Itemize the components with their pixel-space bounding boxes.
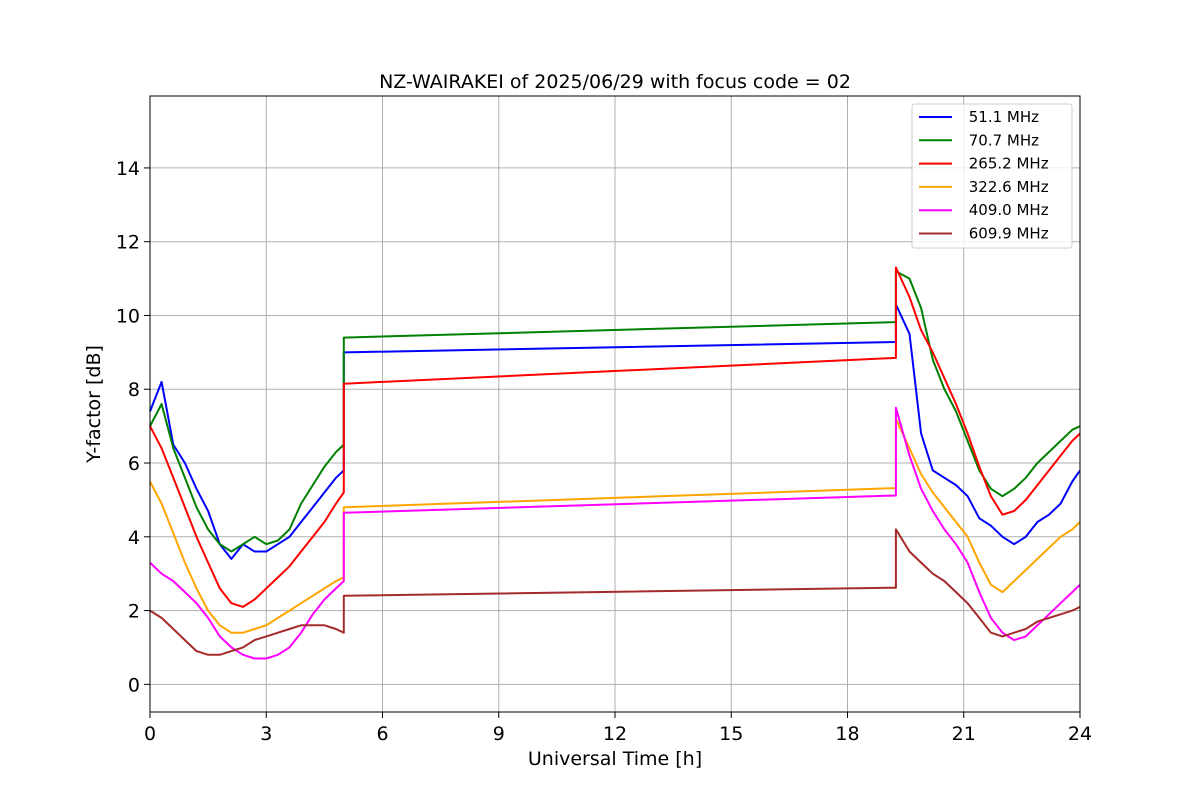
x-tick-label: 21 xyxy=(952,723,976,745)
y-tick-label: 4 xyxy=(128,527,140,549)
legend-label-6: 609.9 MHz xyxy=(964,225,1049,243)
series-line-3 xyxy=(149,266,1081,608)
series-line-4 xyxy=(149,417,1081,634)
y-tick-label: 10 xyxy=(116,305,140,327)
series-line-2 xyxy=(149,270,1081,553)
legend-label-1: 51.1 MHz xyxy=(964,108,1039,126)
y-tick-label: 6 xyxy=(128,453,140,475)
series-group xyxy=(149,266,1081,660)
x-tick-label: 0 xyxy=(144,723,156,745)
y-tick-label: 0 xyxy=(128,674,140,696)
x-tick-label: 18 xyxy=(835,723,859,745)
series-line-6 xyxy=(149,528,1081,656)
series-line-5 xyxy=(149,406,1081,660)
x-tick-label: 12 xyxy=(603,723,627,745)
legend-label-4: 322.6 MHz xyxy=(964,178,1049,196)
legend-label-2: 70.7 MHz xyxy=(964,131,1039,149)
y-tick-label: 8 xyxy=(128,379,140,401)
x-tick-label: 9 xyxy=(493,723,505,745)
x-tick-label: 15 xyxy=(719,723,743,745)
legend-label-3: 265.2 MHz xyxy=(964,155,1049,173)
x-tick-label: 3 xyxy=(260,723,272,745)
x-tick-label: 24 xyxy=(1068,723,1092,745)
x-axis-label: Universal Time [h] xyxy=(528,748,702,770)
y-axis-label: Y-factor [dB] xyxy=(83,345,105,464)
y-tick-label: 2 xyxy=(128,601,140,623)
chart-title: NZ-WAIRAKEI of 2025/06/29 with focus cod… xyxy=(379,71,851,93)
legend: 51.1 MHz 70.7 MHz 265.2 MHz 322.6 MHz 40… xyxy=(911,103,1073,249)
y-tick-label: 14 xyxy=(116,158,140,180)
x-tick-label: 6 xyxy=(376,723,388,745)
legend-label-5: 409.0 MHz xyxy=(964,201,1049,219)
y-tick-label: 12 xyxy=(116,232,140,254)
